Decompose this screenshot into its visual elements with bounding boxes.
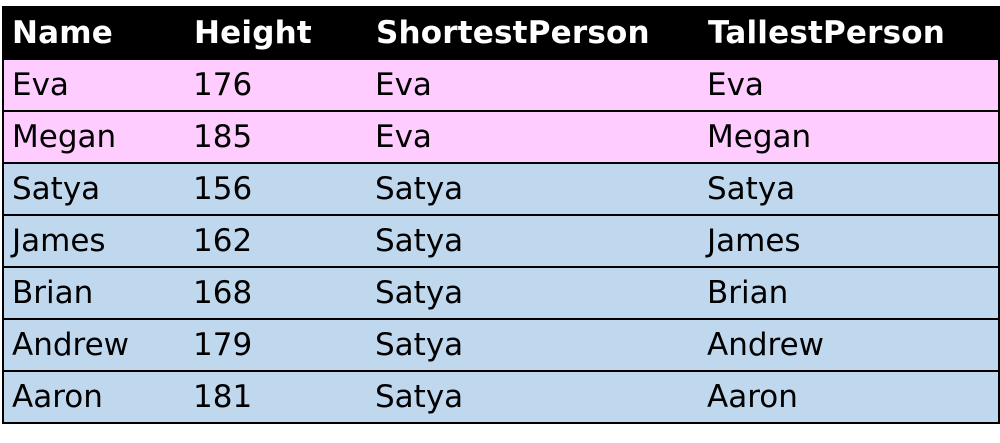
- cell-shortest-person[interactable]: Satya: [367, 370, 699, 424]
- column-header-tallest-person[interactable]: TallestPerson: [698, 6, 1000, 60]
- cell-shortest-person[interactable]: Eva: [367, 110, 699, 164]
- cell-name[interactable]: Satya: [2, 162, 185, 216]
- cell-name[interactable]: Andrew: [2, 318, 185, 372]
- header-row: Name Height ShortestPerson TallestPerson: [2, 6, 1000, 60]
- cell-height[interactable]: 179: [185, 318, 367, 372]
- cell-tallest-person[interactable]: Satya: [699, 162, 1000, 216]
- data-table: Name Height ShortestPerson TallestPerson…: [2, 6, 1000, 424]
- table-row: Andrew 179 Satya Andrew: [2, 318, 1000, 372]
- table-row: Eva 176 Eva Eva: [2, 58, 1000, 112]
- table-row: Megan 185 Eva Megan: [2, 110, 1000, 164]
- cell-shortest-person[interactable]: Satya: [367, 318, 699, 372]
- column-header-name[interactable]: Name: [2, 6, 186, 60]
- cell-shortest-person[interactable]: Satya: [367, 266, 699, 320]
- cell-height[interactable]: 168: [185, 266, 367, 320]
- table-row: Satya 156 Satya Satya: [2, 162, 1000, 216]
- cell-name[interactable]: Brian: [2, 266, 185, 320]
- cell-shortest-person[interactable]: Eva: [367, 58, 699, 112]
- table-row: James 162 Satya James: [2, 214, 1000, 268]
- cell-name[interactable]: Eva: [2, 58, 185, 112]
- cell-name[interactable]: James: [2, 214, 185, 268]
- cell-height[interactable]: 156: [185, 162, 367, 216]
- cell-tallest-person[interactable]: Brian: [699, 266, 1000, 320]
- column-header-shortest-person[interactable]: ShortestPerson: [366, 6, 700, 60]
- cell-height[interactable]: 185: [185, 110, 367, 164]
- cell-height[interactable]: 181: [185, 370, 367, 424]
- cell-tallest-person[interactable]: James: [699, 214, 1000, 268]
- table-row: Aaron 181 Satya Aaron: [2, 370, 1000, 424]
- cell-tallest-person[interactable]: Megan: [699, 110, 1000, 164]
- column-header-height[interactable]: Height: [184, 6, 368, 60]
- table-row: Brian 168 Satya Brian: [2, 266, 1000, 320]
- cell-shortest-person[interactable]: Satya: [367, 214, 699, 268]
- cell-tallest-person[interactable]: Eva: [699, 58, 1000, 112]
- cell-name[interactable]: Aaron: [2, 370, 185, 424]
- cell-height[interactable]: 162: [185, 214, 367, 268]
- cell-height[interactable]: 176: [185, 58, 367, 112]
- cell-tallest-person[interactable]: Andrew: [699, 318, 1000, 372]
- cell-tallest-person[interactable]: Aaron: [699, 370, 1000, 424]
- cell-name[interactable]: Megan: [2, 110, 185, 164]
- cell-shortest-person[interactable]: Satya: [367, 162, 699, 216]
